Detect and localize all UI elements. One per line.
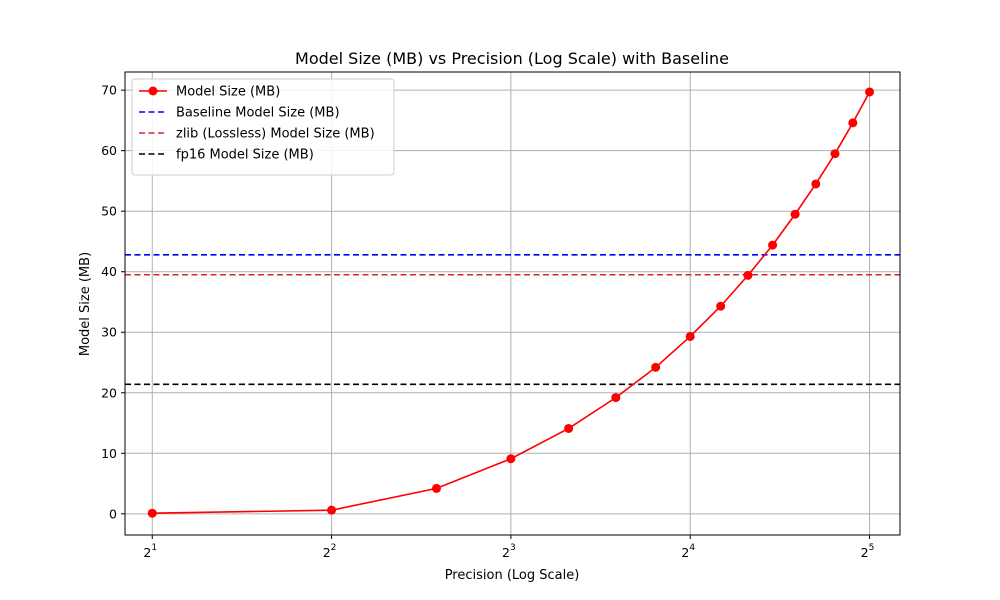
data-point	[716, 301, 726, 311]
data-point	[768, 240, 778, 250]
legend-entry: zlib (Lossless) Model Size (MB)	[139, 127, 375, 142]
data-point	[611, 393, 621, 403]
legend-marker	[148, 86, 158, 96]
y-axis: 0 10 20 30 40 50 60 70	[101, 83, 125, 521]
data-point	[830, 149, 840, 159]
data-point	[327, 505, 337, 515]
data-point	[865, 87, 875, 97]
series-line	[152, 91, 871, 515]
x-axis: 21 22 23 24 25	[143, 535, 874, 560]
data-point	[651, 362, 661, 372]
y-tick-label: 30	[101, 325, 117, 340]
data-point	[743, 270, 753, 280]
grid	[125, 72, 900, 535]
x-tick-exponent: 4	[689, 543, 695, 553]
x-tick-label: 25	[861, 543, 875, 560]
x-tick-exponent: 5	[869, 543, 875, 553]
data-point	[147, 508, 157, 518]
x-tick-label: 23	[502, 543, 516, 560]
y-tick-label: 20	[101, 385, 117, 400]
x-tick-label: 22	[323, 543, 337, 560]
legend-label: Baseline Model Size (MB)	[176, 106, 340, 121]
legend-box	[131, 78, 395, 176]
legend: Model Size (MB) Baseline Model Size (MB) z…	[131, 78, 395, 176]
x-tick-base: 2	[681, 545, 689, 560]
y-tick-label: 10	[101, 446, 117, 461]
legend-entry: fp16 Model Size (MB)	[139, 148, 314, 163]
plot-area	[124, 71, 901, 536]
x-tick-base: 2	[323, 545, 331, 560]
y-axis-label: Model Size (MB)	[78, 252, 93, 356]
data-point	[506, 454, 516, 464]
x-tick-exponent: 2	[331, 543, 337, 553]
data-point	[790, 209, 800, 219]
data-point	[848, 118, 858, 128]
series-layer	[147, 87, 875, 518]
legend-label: fp16 Model Size (MB)	[176, 148, 314, 163]
reference-lines	[125, 253, 900, 386]
x-tick-exponent: 1	[151, 543, 157, 553]
chart-title: Model Size (MB) vs Precision (Log Scale)…	[295, 49, 729, 68]
x-tick-exponent: 3	[510, 543, 516, 553]
plot-frame	[124, 71, 901, 536]
legend-label: Model Size (MB)	[176, 85, 280, 100]
y-tick-label: 70	[101, 83, 117, 98]
y-tick-label: 40	[101, 264, 117, 279]
legend-entry: Model Size (MB)	[139, 85, 280, 100]
x-axis-label: Precision (Log Scale)	[445, 568, 580, 583]
data-point	[811, 179, 821, 189]
legend-entry: Baseline Model Size (MB)	[139, 106, 340, 121]
legend-label: zlib (Lossless) Model Size (MB)	[176, 127, 375, 142]
y-tick-label: 0	[109, 506, 117, 521]
data-point	[431, 483, 441, 493]
data-point	[564, 423, 574, 433]
y-tick-label: 60	[101, 143, 117, 158]
data-point	[685, 331, 695, 341]
x-tick-base: 2	[502, 545, 510, 560]
x-tick-base: 2	[143, 545, 151, 560]
x-tick-label: 24	[681, 543, 695, 560]
y-tick-label: 50	[101, 204, 117, 219]
x-tick-base: 2	[861, 545, 869, 560]
x-tick-label: 21	[143, 543, 157, 560]
